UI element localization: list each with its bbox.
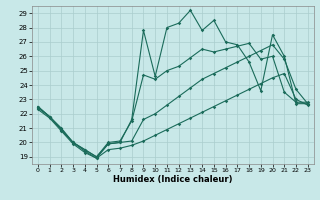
X-axis label: Humidex (Indice chaleur): Humidex (Indice chaleur) [113,175,233,184]
